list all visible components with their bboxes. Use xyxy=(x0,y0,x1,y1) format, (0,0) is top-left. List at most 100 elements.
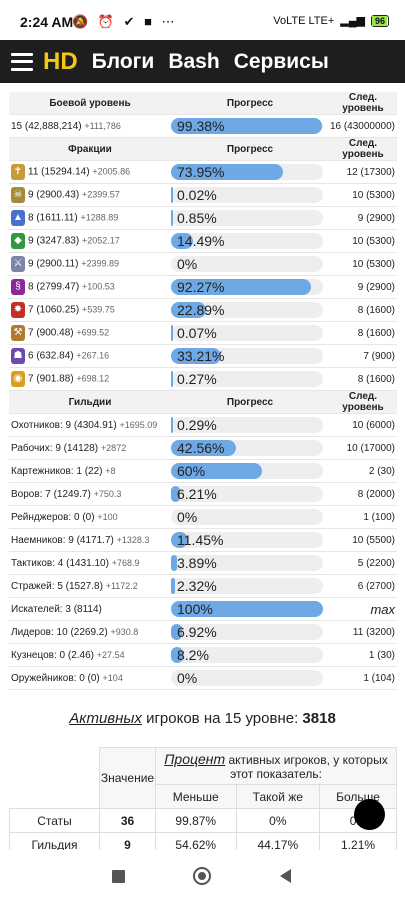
guild-row: Лидеров: 10 (2269.2) +930.8 6.92% 11 (3200… xyxy=(9,620,397,644)
progress-fill xyxy=(171,440,236,456)
progress-fill xyxy=(171,233,194,249)
guild-row: Оружейников: 0 (0) +104 0% 1 (104) xyxy=(9,666,397,690)
row-value: 36 xyxy=(99,808,156,833)
hammer-icon: ⚒ xyxy=(11,325,25,341)
next-level: max xyxy=(329,597,397,621)
dragon-icon: § xyxy=(11,279,25,295)
stats-content: Боевой уровень Прогресс След. уровень 15 (4… xyxy=(9,92,397,690)
gain-text: +1288.89 xyxy=(80,212,119,223)
active-text: игроков на 15 уровне: xyxy=(141,710,303,727)
home-icon[interactable] xyxy=(193,867,211,885)
guild-row: Охотников: 9 (4304.91) +1695.09 0.29% 10 (… xyxy=(9,413,397,437)
floating-action-button[interactable] xyxy=(354,799,385,830)
faction-row: ▲ 8 (1611.11) +1288.89 0.85% 9 (2900) xyxy=(9,206,397,230)
skull-icon: ☠ xyxy=(11,187,25,203)
next-level: 9 (2900) xyxy=(329,206,397,230)
progress-bar: 8.2% xyxy=(171,647,323,663)
gain-text: +1328.3 xyxy=(116,534,150,545)
next-level: 10 (5500) xyxy=(329,528,397,552)
level-text: Наемников: 9 (4171.7) xyxy=(11,534,114,546)
battle-header-col: Прогресс xyxy=(171,92,329,115)
progress-text: 0% xyxy=(177,509,198,525)
guilds-header-col: Гильдии xyxy=(9,390,171,414)
col-less: Меньше xyxy=(155,784,237,809)
status-bar: 2:24 AM 🔕 ⏰ ✔ ■ ⋯ VoLTE LTE+ ▂▄▆ 96 xyxy=(0,0,405,40)
progress-text: 0.07% xyxy=(177,325,217,341)
progress-bar: 0.02% xyxy=(171,187,323,203)
gain-text: +698.12 xyxy=(76,373,110,384)
next-level: 8 (2000) xyxy=(329,482,397,506)
active-count: 3818 xyxy=(302,710,336,727)
gain-text: +267.16 xyxy=(76,350,110,361)
helmet-icon: ☗ xyxy=(11,348,25,364)
eye-icon: ◉ xyxy=(11,371,25,387)
nav-link-bash[interactable]: Bash xyxy=(168,49,220,73)
nav-link-blogs[interactable]: Блоги xyxy=(91,49,155,73)
factions-header-col: Фракции xyxy=(9,137,171,161)
recents-icon[interactable] xyxy=(112,870,125,883)
level-text: 9 (3247.83) xyxy=(28,235,80,247)
progress-text: 0% xyxy=(177,670,198,686)
level-text: 9 (2900.11) xyxy=(28,258,79,270)
progress-fill xyxy=(171,325,173,341)
progress-bar: 6.21% xyxy=(171,486,323,502)
factions-header-col: Прогресс xyxy=(171,137,329,161)
guilds-header-col: Прогресс xyxy=(171,390,329,414)
next-level: 5 (2200) xyxy=(329,551,397,575)
level-text: Оружейников: 0 (0) xyxy=(11,672,100,684)
gain-text: +699.52 xyxy=(76,327,110,338)
progress-bar: 99.38% xyxy=(171,118,323,134)
sword-icon: ⚔ xyxy=(11,256,25,272)
progress-text: 14.49% xyxy=(177,233,225,249)
gain-text: +104 xyxy=(102,672,123,683)
progress-fill xyxy=(171,348,222,364)
guild-row: Кузнецов: 0 (2.46) +27.54 8.2% 1 (30) xyxy=(9,643,397,667)
next-level: 1 (100) xyxy=(329,505,397,529)
progress-text: 42.56% xyxy=(177,440,225,456)
battery-icon: 96 xyxy=(370,14,389,27)
progress-bar: 0% xyxy=(171,670,323,686)
faction-row: ◆ 9 (3247.83) +2052.17 14.49% 10 (5300) xyxy=(9,229,397,253)
level-text: Рейнджеров: 0 (0) xyxy=(11,511,95,523)
battle-header: Боевой уровень Прогресс След. уровень xyxy=(9,92,397,115)
faction-row: ⚔ 9 (2900.11) +2399.89 0% 10 (5300) xyxy=(9,252,397,276)
gain-text: +27.54 xyxy=(96,649,125,660)
row-same: 0% xyxy=(235,808,321,833)
progress-fill xyxy=(171,164,284,180)
gain-text: +1695.09 xyxy=(119,419,158,430)
cross-icon: ✝ xyxy=(11,164,25,180)
row-less: 99.87% xyxy=(155,808,237,833)
progress-fill xyxy=(171,532,189,548)
progress-text: 6.92% xyxy=(177,624,217,640)
progress-text: 0.27% xyxy=(177,371,217,387)
back-icon[interactable] xyxy=(280,869,291,883)
next-level: 10 (6000) xyxy=(329,413,397,437)
active-word: Активных xyxy=(69,710,142,727)
level-text: Лидеров: 10 (2269.2) xyxy=(11,626,108,638)
progress-text: 11.45% xyxy=(177,532,224,548)
guild-row: Наемников: 9 (4171.7) +1328.3 11.45% 10 (5… xyxy=(9,528,397,552)
progress-bar: 0% xyxy=(171,256,323,272)
faction-row: ⚒ 7 (900.48) +699.52 0.07% 8 (1600) xyxy=(9,321,397,345)
next-level: 6 (2700) xyxy=(329,574,397,598)
guild-row: Картежников: 1 (22) +8 60% 2 (30) xyxy=(9,459,397,483)
progress-fill xyxy=(171,417,173,433)
progress-fill xyxy=(171,486,181,502)
wizard-hat-icon: ▲ xyxy=(11,210,25,226)
level-text: Рабочих: 9 (14128) xyxy=(11,442,99,454)
guild-row: Воров: 7 (1249.7) +750.3 6.21% 8 (2000) xyxy=(9,482,397,506)
site-logo[interactable]: HD xyxy=(43,47,78,75)
progress-fill xyxy=(171,302,206,318)
progress-fill xyxy=(171,118,323,134)
progress-text: 0.85% xyxy=(177,210,217,226)
level-text: Искателей: 3 (8114) xyxy=(11,603,102,615)
progress-bar: 22.89% xyxy=(171,302,323,318)
next-level: 10 (5300) xyxy=(329,229,397,253)
nav-link-services[interactable]: Сервисы xyxy=(233,49,329,73)
progress-bar: 60% xyxy=(171,463,323,479)
level-text: 7 (1060.25) xyxy=(28,304,80,316)
hamburger-menu-icon[interactable] xyxy=(11,52,33,71)
progress-text: 3.89% xyxy=(177,555,217,571)
level-text: Воров: 7 (1249.7) xyxy=(11,488,91,500)
progress-text: 60% xyxy=(177,463,206,479)
